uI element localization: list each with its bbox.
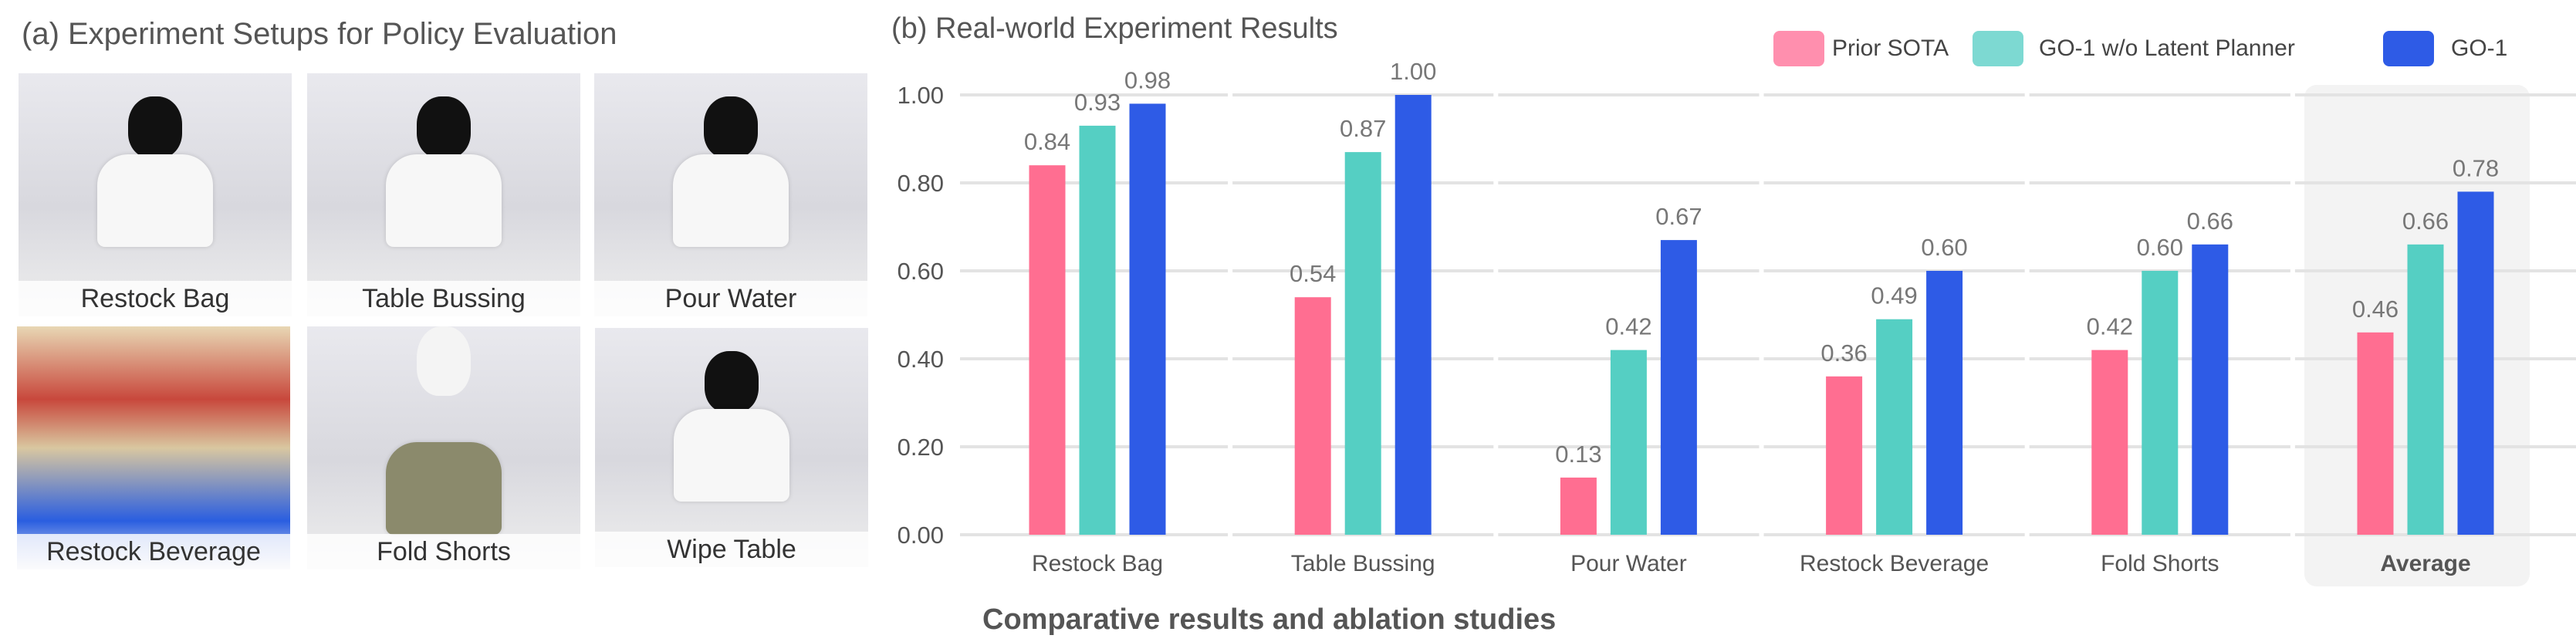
tile-label: Pour Water <box>594 281 867 316</box>
x-category-label: Restock Bag <box>1032 551 1163 576</box>
bar-value-label: 0.87 <box>1340 115 1386 142</box>
bar-value-label: 0.93 <box>1074 89 1121 116</box>
bar-value-label: 0.98 <box>1124 66 1171 93</box>
robot-head-image <box>704 96 758 158</box>
bar-value-label: 0.66 <box>2402 208 2449 235</box>
x-category-label: Pour Water <box>1570 551 1687 576</box>
setup-tile-pour-water: Pour Water <box>594 73 867 316</box>
legend-swatch-go1-no-planner <box>1973 31 2023 66</box>
y-tick-label: 0.60 <box>898 258 944 285</box>
bar <box>1129 103 1166 535</box>
bar <box>1079 125 1116 535</box>
tile-label: Fold Shorts <box>307 534 580 569</box>
legend-label-prior-sota: Prior SOTA <box>1832 35 1949 61</box>
tile-label: Wipe Table <box>595 532 868 567</box>
robot-body-image <box>673 154 789 247</box>
legend-label-go1-no-planner: GO-1 w/o Latent Planner <box>2039 35 2295 61</box>
bar-value-label: 0.60 <box>1921 234 1967 261</box>
bar <box>1826 376 1863 535</box>
setup-tile-table-bussing: Table Bussing <box>307 73 580 316</box>
bar <box>1394 95 1432 535</box>
bar <box>2192 244 2229 535</box>
setup-tile-wipe-table: Wipe Table <box>595 328 868 567</box>
setup-tile-restock-beverage: Restock Beverage <box>17 326 290 569</box>
legend-label-go1: GO-1 <box>2451 35 2508 61</box>
bar-value-label: 0.46 <box>2352 296 2399 323</box>
panel-a-title: (a) Experiment Setups for Policy Evaluat… <box>22 17 617 51</box>
bar <box>1926 271 1963 535</box>
bar-value-label: 0.84 <box>1024 128 1070 155</box>
setup-tile-fold-shorts: Fold Shorts <box>307 326 580 569</box>
robot-body-image <box>417 326 471 396</box>
x-category-label: Restock Beverage <box>1800 551 1989 576</box>
bar-value-label: 0.54 <box>1290 260 1336 287</box>
robot-head-image <box>705 351 759 413</box>
y-tick-label: 1.00 <box>898 82 944 109</box>
bar-value-label: 0.67 <box>1655 203 1702 230</box>
x-category-label: Table Bussing <box>1291 551 1435 576</box>
bar <box>1344 152 1381 535</box>
bar-value-label: 1.00 <box>1390 58 1436 85</box>
figure-caption: Comparative results and ablation studies <box>982 603 1557 636</box>
bar-value-label: 0.13 <box>1555 441 1601 468</box>
bar-value-label: 0.49 <box>1871 282 1917 309</box>
bar <box>2142 271 2179 535</box>
bar-value-label: 0.42 <box>2087 313 2133 340</box>
bar <box>2091 350 2128 535</box>
bar <box>2407 244 2444 535</box>
bar <box>1876 319 1913 535</box>
setup-tile-restock-bag: Restock Bag <box>19 73 292 316</box>
robot-body-image <box>674 409 789 502</box>
bar-value-label: 0.66 <box>2187 208 2233 235</box>
robot-head-image <box>128 96 182 158</box>
bar <box>1294 297 1331 535</box>
y-tick-label: 0.80 <box>898 170 944 197</box>
bar <box>1610 350 1647 535</box>
bar-value-label: 0.78 <box>2453 154 2499 181</box>
x-category-label: Average <box>2380 551 2470 576</box>
robot-body-image <box>97 154 213 247</box>
bar <box>2357 332 2394 535</box>
x-category-label: Fold Shorts <box>2101 551 2219 576</box>
tile-label: Restock Beverage <box>17 534 290 569</box>
y-tick-label: 0.40 <box>898 346 944 373</box>
bar-value-label: 0.36 <box>1820 340 1867 367</box>
bar-value-label: 0.60 <box>2137 234 2183 261</box>
bar <box>1029 165 1066 535</box>
legend-swatch-go1 <box>2383 31 2434 66</box>
robot-body-image <box>386 154 502 247</box>
bar <box>1560 477 1597 535</box>
tile-label: Table Bussing <box>307 281 580 316</box>
chart-title: (b) Real-world Experiment Results <box>891 12 1338 45</box>
y-tick-label: 0.00 <box>898 522 944 549</box>
legend-swatch-prior-sota <box>1773 31 1824 66</box>
tile-label: Restock Bag <box>19 281 292 316</box>
bar <box>2457 191 2494 535</box>
robot-head-image <box>417 96 471 158</box>
bar-value-label: 0.42 <box>1605 313 1651 340</box>
shorts-image <box>386 442 502 535</box>
bar <box>1660 240 1697 535</box>
y-tick-label: 0.20 <box>898 434 944 461</box>
